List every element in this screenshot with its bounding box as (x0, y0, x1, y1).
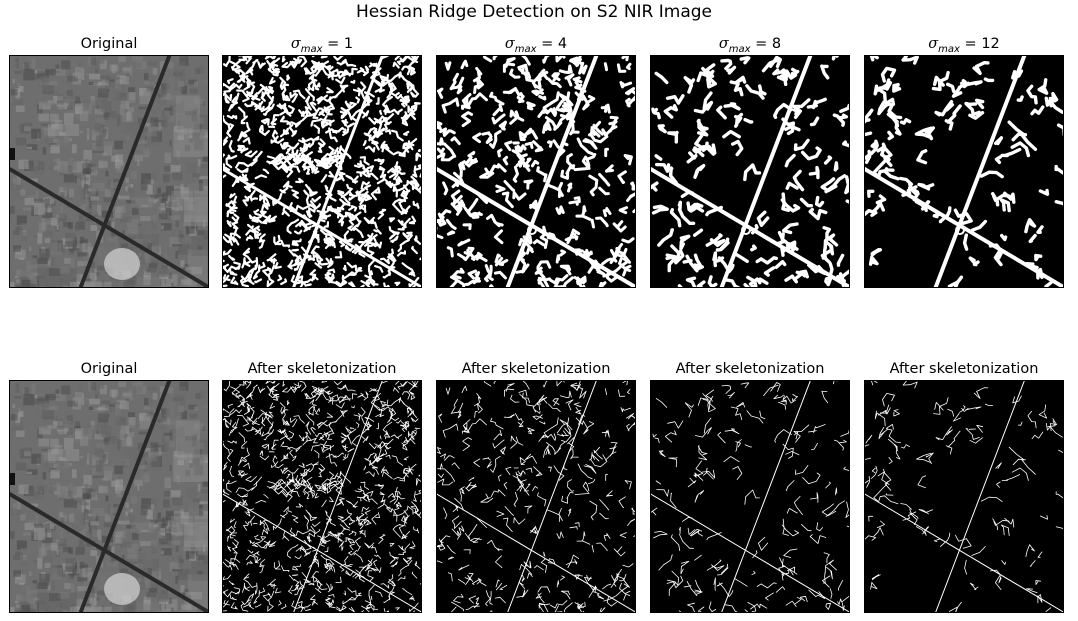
panel-title-skeleton-8: After skeletonization (675, 361, 825, 377)
panel-title-sigma-4: σmax = 4 (504, 36, 568, 55)
ridge-line (437, 493, 635, 612)
ridge-line (292, 56, 384, 287)
ridge-line (933, 56, 1027, 287)
panel-title-original-top: Original (80, 36, 138, 52)
original-image-bottom (9, 380, 209, 613)
panel-title-skeleton-4: After skeletonization (461, 361, 611, 377)
ridge-mask-sigma-4 (436, 55, 636, 288)
ridge-line (721, 381, 811, 612)
ridge-line (507, 381, 597, 612)
ridge-line (935, 381, 1025, 612)
skeleton-sigma-12 (864, 380, 1064, 613)
ridge-mask-sigma-1 (222, 55, 422, 288)
skeleton-sigma-1 (222, 380, 422, 613)
panel-title-sigma-1: σmax = 1 (290, 36, 354, 55)
panel-title-sigma-8: σmax = 8 (718, 36, 782, 55)
road-feature (78, 56, 172, 287)
ridge-line (293, 381, 383, 612)
ridge-line (651, 493, 849, 612)
ridge-mask-sigma-12 (864, 55, 1064, 288)
skeleton-sigma-8 (650, 380, 850, 613)
ridge-line (865, 493, 1063, 612)
original-image-top (9, 55, 209, 288)
ridge-line (223, 493, 421, 612)
skeleton-sigma-4 (436, 380, 636, 613)
ridge-mask-sigma-8 (650, 55, 850, 288)
panel-title-skeleton-1: After skeletonization (247, 361, 397, 377)
panel-title-skeleton-12: After skeletonization (889, 361, 1039, 377)
panel-title-original-bottom: Original (80, 361, 138, 377)
figure-title: Hessian Ridge Detection on S2 NIR Image (355, 2, 713, 22)
road-feature (78, 381, 172, 612)
ridge-line (719, 56, 813, 287)
panel-title-sigma-12: σmax = 12 (928, 36, 1000, 55)
ridge-line (223, 167, 421, 287)
road-feature (10, 166, 208, 287)
road-feature (10, 491, 208, 612)
ridge-line (505, 56, 599, 287)
